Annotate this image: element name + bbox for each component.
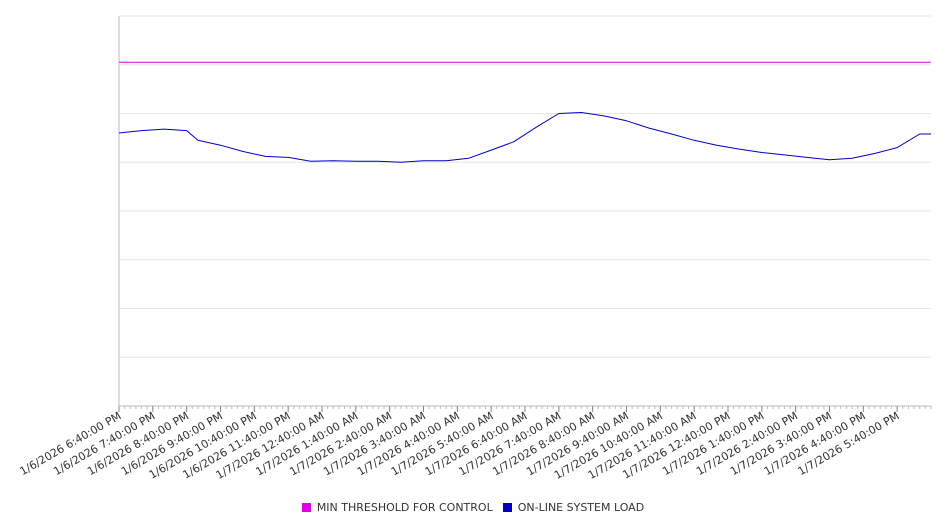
x-axis-ticks — [118, 406, 932, 412]
legend-swatch-system-load — [502, 502, 512, 512]
grid-lines — [119, 15, 931, 407]
legend: MIN THRESHOLD FOR CONTROL ON-LINE SYSTEM… — [0, 498, 946, 516]
system-load-line — [118, 112, 931, 163]
x-axis-tick-labels: 1/6/2026 6:40:00 PM1/6/2026 7:40:00 PM1/… — [17, 409, 901, 482]
series-lines — [118, 61, 931, 163]
legend-item-threshold[interactable]: MIN THRESHOLD FOR CONTROL — [301, 500, 493, 514]
legend-label-system-load: ON-LINE SYSTEM LOAD — [517, 500, 645, 514]
legend-item-system-load[interactable]: ON-LINE SYSTEM LOAD — [502, 500, 645, 514]
legend-swatch-threshold — [301, 502, 311, 512]
legend-label-threshold: MIN THRESHOLD FOR CONTROL — [316, 500, 493, 514]
